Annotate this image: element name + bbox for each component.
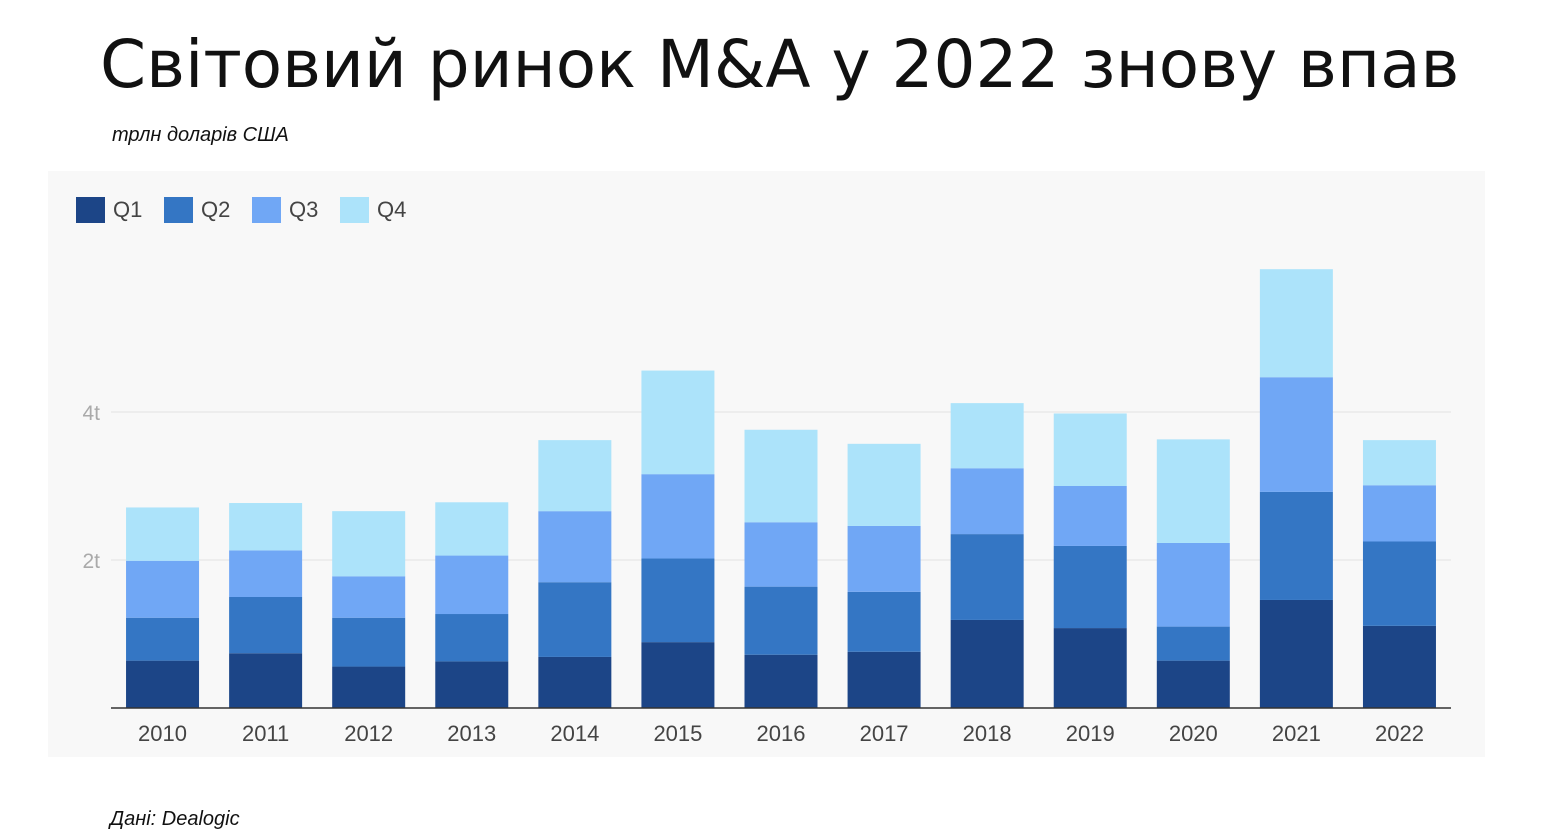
bar-2014-q4 xyxy=(538,440,612,512)
bar-2019-q1 xyxy=(1053,628,1127,708)
bar-2013-q3 xyxy=(435,555,509,615)
legend-swatch-q2 xyxy=(164,197,193,223)
bar-2011-q2 xyxy=(229,597,303,654)
bar-2019-q4 xyxy=(1053,413,1127,486)
bar-2015-q3 xyxy=(641,474,715,559)
bar-2010-q1 xyxy=(126,660,200,708)
bar-2018-q4 xyxy=(950,403,1024,469)
bar-2012-q2 xyxy=(332,617,406,667)
bar-2011-q4 xyxy=(229,503,303,551)
chart-panel: 2t 4t 2010 2011 2012 2013 2014 2015 2016 2017 2018… xyxy=(48,171,1485,757)
legend-label-q2: Q2 xyxy=(201,197,230,222)
bar-2010-q2 xyxy=(126,617,200,661)
bar-2016-q2 xyxy=(744,586,818,655)
bar-2011-q1 xyxy=(229,653,303,708)
x-tick-label-2021: 2021 xyxy=(1272,721,1321,746)
bar-2017-q2 xyxy=(847,591,921,652)
bar-2020-q1 xyxy=(1156,660,1230,708)
bar-2012-q3 xyxy=(332,576,406,618)
x-tick-label-2016: 2016 xyxy=(757,721,806,746)
bar-2021-q1 xyxy=(1259,599,1333,708)
x-tick-label-2018: 2018 xyxy=(963,721,1012,746)
bar-2014-q2 xyxy=(538,582,612,657)
legend-swatch-q3 xyxy=(252,197,281,223)
bar-2017-q4 xyxy=(847,443,921,526)
bar-2016-q4 xyxy=(744,429,818,523)
bar-2012-q1 xyxy=(332,666,406,708)
bar-2010-q4 xyxy=(126,507,200,561)
bar-2018-q1 xyxy=(950,619,1024,708)
x-tick-label-2022: 2022 xyxy=(1375,721,1424,746)
bar-2019-q2 xyxy=(1053,545,1127,629)
bar-2016-q1 xyxy=(744,654,818,708)
bar-2013-q4 xyxy=(435,502,509,556)
unit-subtitle: трлн доларів США xyxy=(112,124,289,146)
x-tick-label-2017: 2017 xyxy=(860,721,909,746)
bar-2015-q2 xyxy=(641,558,715,643)
x-tick-label-2013: 2013 xyxy=(447,721,496,746)
bar-2018-q2 xyxy=(950,534,1024,620)
x-tick-label-2015: 2015 xyxy=(653,721,702,746)
bar-2018-q3 xyxy=(950,468,1024,535)
x-tick-label-2019: 2019 xyxy=(1066,721,1115,746)
bar-2021-q4 xyxy=(1259,269,1333,378)
bar-2022-q2 xyxy=(1362,541,1436,626)
bar-2015-q4 xyxy=(641,370,715,475)
bar-2017-q3 xyxy=(847,525,921,592)
x-tick-label-2020: 2020 xyxy=(1169,721,1218,746)
bar-2022-q1 xyxy=(1362,625,1436,708)
bar-2015-q1 xyxy=(641,642,715,708)
x-tick-label-2012: 2012 xyxy=(344,721,393,746)
bar-2014-q3 xyxy=(538,511,612,583)
bar-2020-q4 xyxy=(1156,439,1230,543)
bar-2019-q3 xyxy=(1053,486,1127,546)
bar-2021-q2 xyxy=(1259,491,1333,600)
bar-2021-q3 xyxy=(1259,377,1333,492)
legend-label-q1: Q1 xyxy=(113,197,142,222)
bar-2013-q2 xyxy=(435,614,509,662)
bar-2011-q3 xyxy=(229,550,303,597)
legend-label-q3: Q3 xyxy=(289,197,318,222)
bar-2013-q1 xyxy=(435,661,509,708)
bar-2020-q3 xyxy=(1156,542,1230,627)
bar-2016-q3 xyxy=(744,522,818,587)
page-title: Світовий ринок M&A у 2022 знову впав xyxy=(100,26,1460,103)
bar-2012-q4 xyxy=(332,511,406,577)
x-tick-label-2010: 2010 xyxy=(138,721,187,746)
x-tick-label-2011: 2011 xyxy=(242,721,289,746)
legend-label-q4: Q4 xyxy=(377,197,406,222)
bar-2014-q1 xyxy=(538,656,612,708)
bar-2020-q2 xyxy=(1156,626,1230,661)
bar-2010-q3 xyxy=(126,560,200,618)
bar-2022-q3 xyxy=(1362,485,1436,542)
data-source: Дані: Dealogic xyxy=(110,808,240,830)
y-tick-label-2t: 2t xyxy=(82,550,100,573)
bar-2017-q1 xyxy=(847,651,921,708)
legend-swatch-q4 xyxy=(340,197,369,223)
bar-2022-q4 xyxy=(1362,440,1436,486)
stacked-bar-chart: 2t 4t 2010 2011 2012 2013 2014 2015 2016 2017 2018… xyxy=(76,197,1451,746)
legend-swatch-q1 xyxy=(76,197,105,223)
y-tick-label-4t: 4t xyxy=(82,402,100,425)
x-tick-label-2014: 2014 xyxy=(550,721,599,746)
